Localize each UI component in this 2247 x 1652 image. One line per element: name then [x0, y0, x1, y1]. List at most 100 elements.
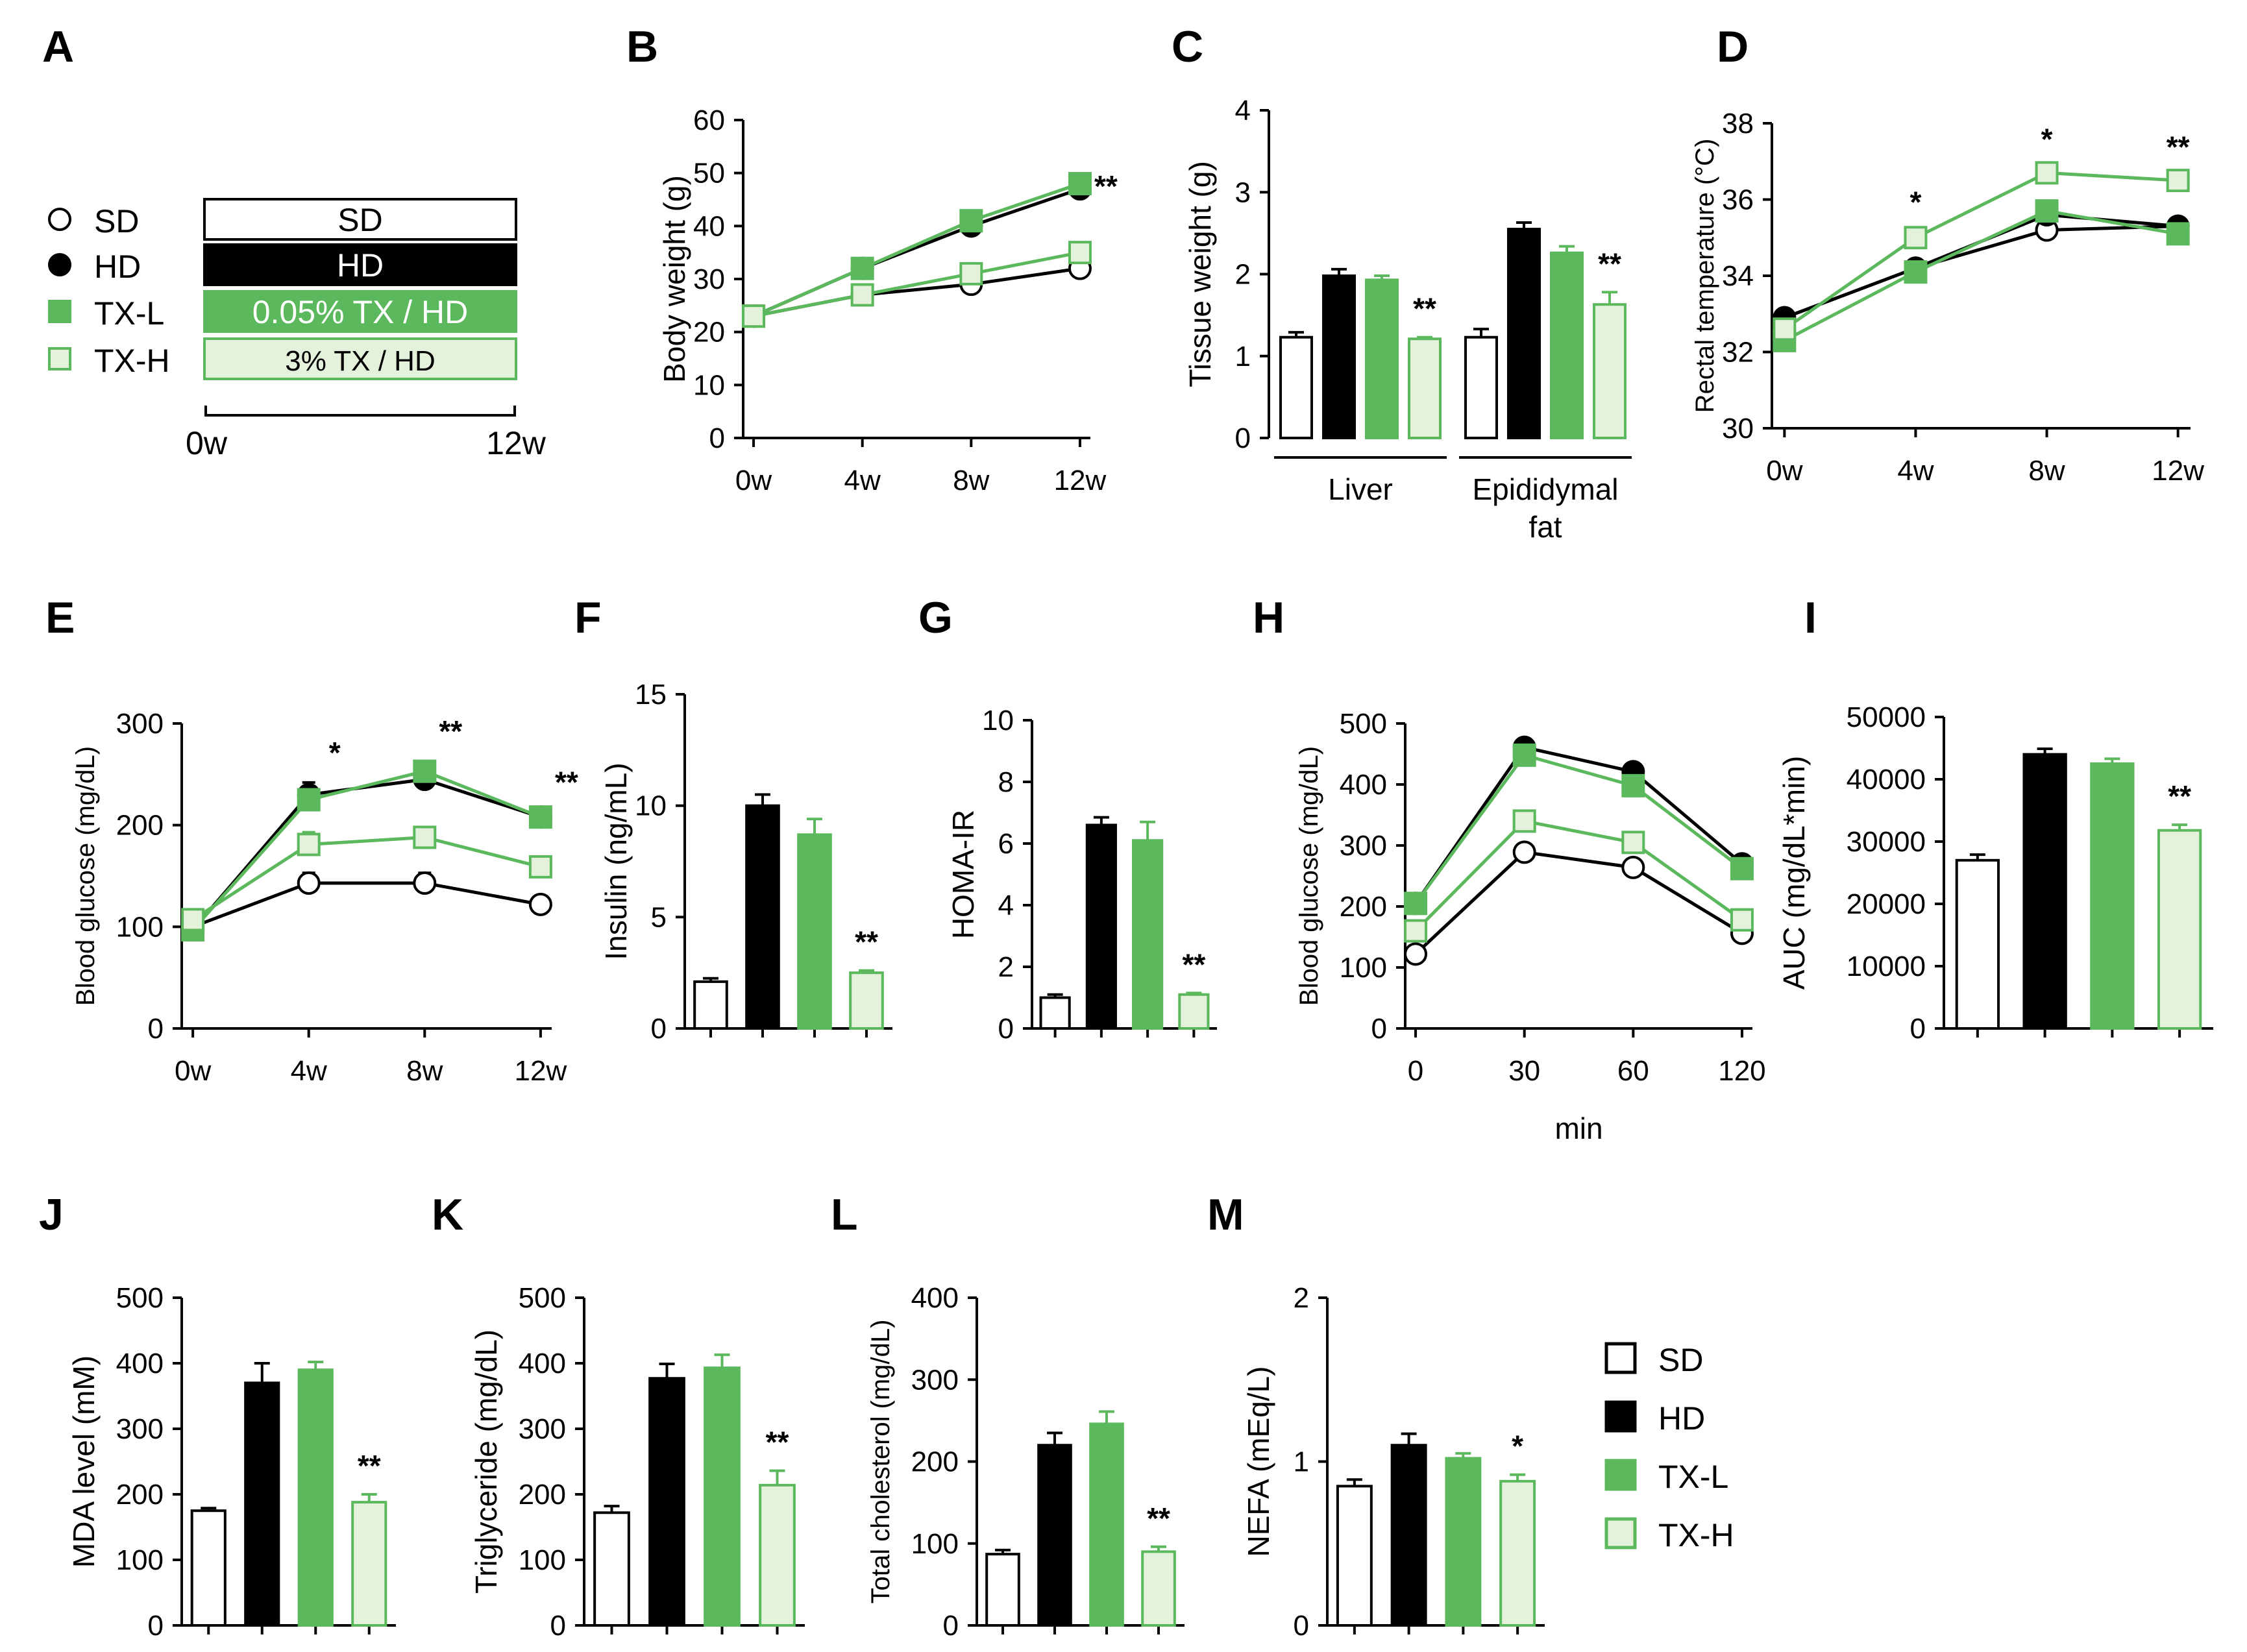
y-axis-title: NEFA (mEq/L) — [1242, 1367, 1275, 1557]
treatment-bar-tx-l — [203, 290, 517, 333]
legend-label: TX-H — [1658, 1517, 1734, 1553]
bar-hd — [1507, 228, 1541, 439]
panel-label: K — [432, 1190, 463, 1239]
series-tx-l — [186, 759, 547, 931]
series-sd — [186, 871, 547, 929]
bar-tx-h — [1593, 303, 1627, 439]
significance-marker: ** — [855, 925, 878, 959]
treatment-bar-hd — [203, 243, 517, 286]
chart-I: I 0 10000 20000 30000 40000 50000 AUC (mg/dL*mi… — [1777, 593, 2213, 1045]
y-axis-title: Tissue weight (g) — [1183, 161, 1217, 387]
y-tick-label: 0 — [1910, 1013, 1926, 1045]
bar-tx-h — [2157, 829, 2202, 1030]
series-line — [1784, 213, 2178, 319]
y-tick-label: 300 — [1340, 830, 1387, 862]
data-point — [742, 304, 766, 328]
y-tick-label: 34 — [1722, 260, 1754, 292]
data-point — [1621, 773, 1645, 797]
y-axis-title: Triglyceride (mg/dL) — [469, 1330, 503, 1594]
bar-tx-l — [2090, 762, 2135, 1030]
bar-sd — [693, 980, 728, 1030]
legend-label: SD — [94, 203, 139, 239]
bar-tx-l — [297, 1368, 334, 1627]
data-point — [297, 788, 321, 812]
x-tick-label: 8w — [406, 1055, 443, 1087]
legend-swatch-tx-h — [1604, 1517, 1637, 1549]
data-point — [850, 256, 874, 280]
x-tick-label: 0w — [735, 465, 772, 496]
panel-label: B — [626, 22, 658, 71]
series-line — [192, 881, 541, 929]
significance-marker: ** — [555, 765, 578, 799]
y-tick-label: 100 — [1340, 952, 1387, 984]
bar-tx-l — [1132, 839, 1164, 1030]
data-point — [1621, 855, 1645, 879]
data-point — [528, 855, 552, 879]
x-tick-label: 0w — [175, 1055, 211, 1087]
category-line: fat — [1529, 510, 1562, 544]
y-tick-label: 200 — [1340, 891, 1387, 923]
y-tick-label: 0 — [943, 1610, 959, 1642]
y-tick-label: 32 — [1722, 337, 1754, 369]
panel-label: H — [1253, 593, 1284, 642]
bar-sd — [1279, 335, 1313, 440]
series-line — [1784, 209, 2179, 343]
data-point — [48, 300, 71, 323]
panel-label: A — [42, 22, 74, 71]
y-tick-label: 2 — [1235, 259, 1251, 291]
y-axis-title: Body weight (g) — [657, 175, 691, 383]
series-line — [753, 182, 1081, 318]
bar-tx-l — [1365, 278, 1399, 439]
y-tick-label: 30 — [693, 263, 725, 295]
significance-marker: ** — [2167, 130, 2190, 164]
bar-tx-l — [797, 833, 832, 1030]
y-axis-title: MDA level (mM) — [67, 1355, 101, 1568]
chart-F: F 0 5 10 15 Insulin (ng/mL) ** — [574, 593, 892, 1045]
series-line — [1414, 850, 1743, 956]
series-line — [753, 250, 1081, 318]
significance-marker: ** — [766, 1426, 789, 1459]
bar-tx-l — [1445, 1457, 1482, 1627]
bar-tx-h — [1408, 337, 1442, 439]
x-tick-label: 12w — [1054, 465, 1107, 496]
y-tick-label: 200 — [519, 1479, 566, 1511]
data-point — [181, 908, 205, 932]
y-axis-title: Rectal temperature (°C) — [1691, 139, 1719, 413]
legend-bottom: SD HD TX-L TX-H — [1604, 1342, 1734, 1553]
data-point — [1621, 831, 1645, 855]
data-point — [297, 871, 321, 895]
series-line — [753, 187, 1081, 318]
y-tick-label: 8 — [998, 766, 1014, 798]
series-sd — [1778, 221, 2185, 319]
significance-marker: ** — [358, 1449, 381, 1483]
bar-tx-h — [1141, 1550, 1176, 1627]
panel-label: F — [574, 593, 602, 642]
bar-sd — [1955, 858, 2000, 1030]
y-tick-label: 0 — [998, 1013, 1014, 1045]
significance-marker: * — [329, 736, 341, 770]
y-tick-label: 100 — [116, 911, 164, 943]
x-tick-label: 30 — [1508, 1055, 1540, 1087]
data-point — [1904, 226, 1928, 250]
chart-A: A SD SD HD HD TX-L 0.05% TX / HD TX-H 3% TX / HD… — [42, 22, 546, 461]
bar-tx-h — [849, 971, 884, 1030]
data-point — [413, 825, 437, 849]
y-tick-label: 38 — [1722, 108, 1754, 140]
y-tick-label: 1 — [1294, 1446, 1309, 1478]
chart-B: B 0 10 20 30 40 50 60 Body weight (g) 0w 4w 8w 12w ** — [626, 22, 1118, 496]
treatment-bar-label: 3% TX / HD — [285, 345, 435, 377]
bar-hd — [1085, 823, 1117, 1030]
y-tick-label: 0 — [1371, 1013, 1387, 1045]
data-point — [413, 871, 437, 895]
data-point — [850, 283, 874, 307]
x-tick-label: 4w — [844, 465, 881, 496]
data-point — [1404, 942, 1428, 966]
bar-sd — [1464, 335, 1498, 440]
y-tick-label: 1 — [1235, 341, 1251, 372]
y-tick-label: 300 — [911, 1364, 959, 1396]
legend-label: TX-H — [94, 343, 170, 379]
bar-sd — [593, 1511, 630, 1627]
chart-K: K 0 100 200 300 400 500 Triglyceride (mg/dL) ** — [432, 1190, 805, 1642]
x-tick-label: 4w — [1897, 455, 1934, 487]
